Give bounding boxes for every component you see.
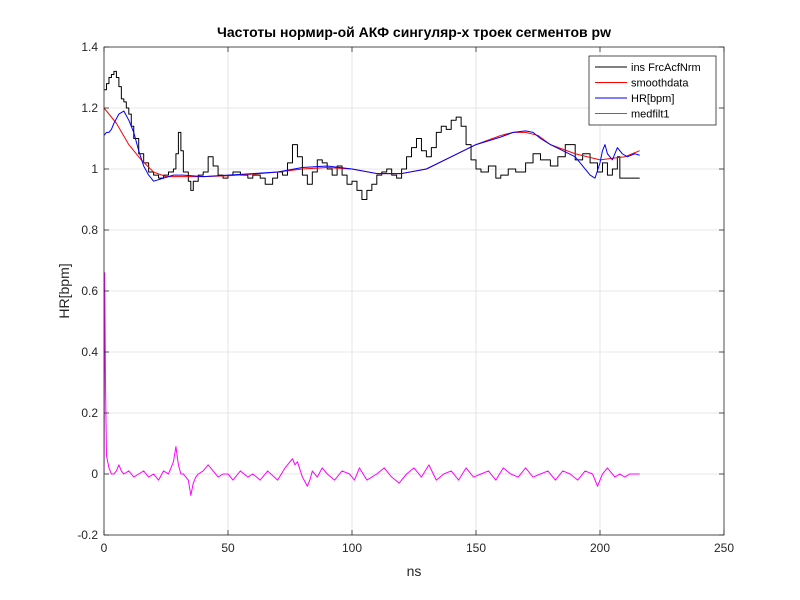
y-tick-label: 0	[91, 467, 98, 481]
y-tick-label: 1.4	[81, 40, 98, 54]
y-tick-label: 1	[91, 162, 98, 176]
chart-title: Частоты нормир-ой АКФ сингуляр-х троек с…	[217, 24, 611, 40]
y-tick-label: 1.2	[81, 101, 98, 115]
legend-label: HR[bpm]	[631, 93, 674, 105]
y-tick-label: 0.8	[81, 223, 98, 237]
y-tick-label: 0.2	[81, 406, 98, 420]
x-tick-label: 50	[221, 541, 235, 555]
series-line-hr-bpm	[104, 110, 640, 182]
legend-label: medfilt1	[631, 109, 670, 121]
y-tick-label: 0.6	[81, 284, 98, 298]
legend-label: ins FrcAcfNrm	[631, 62, 701, 74]
y-axis-label: HR[bpm]	[56, 263, 72, 318]
ticks: 0 50 100 150 200 250-0.200.20.40.60.811.21.4	[77, 40, 734, 555]
x-tick-label: 250	[714, 541, 734, 555]
x-tick-label: 100	[342, 541, 362, 555]
x-axis-label: ns	[407, 563, 422, 579]
legend-label: smoothdata	[631, 78, 689, 90]
x-tick-label: 150	[466, 541, 486, 555]
x-tick-label: 200	[590, 541, 610, 555]
y-tick-label: 0.4	[81, 345, 98, 359]
x-tick-label: 0	[101, 541, 108, 555]
series-line-medfilt1	[104, 272, 640, 496]
legend: ins FrcAcfNrm smoothdata HR[bpm] medfilt1	[588, 55, 717, 126]
series-layer	[104, 70, 640, 496]
y-tick-label: -0.2	[77, 528, 98, 542]
